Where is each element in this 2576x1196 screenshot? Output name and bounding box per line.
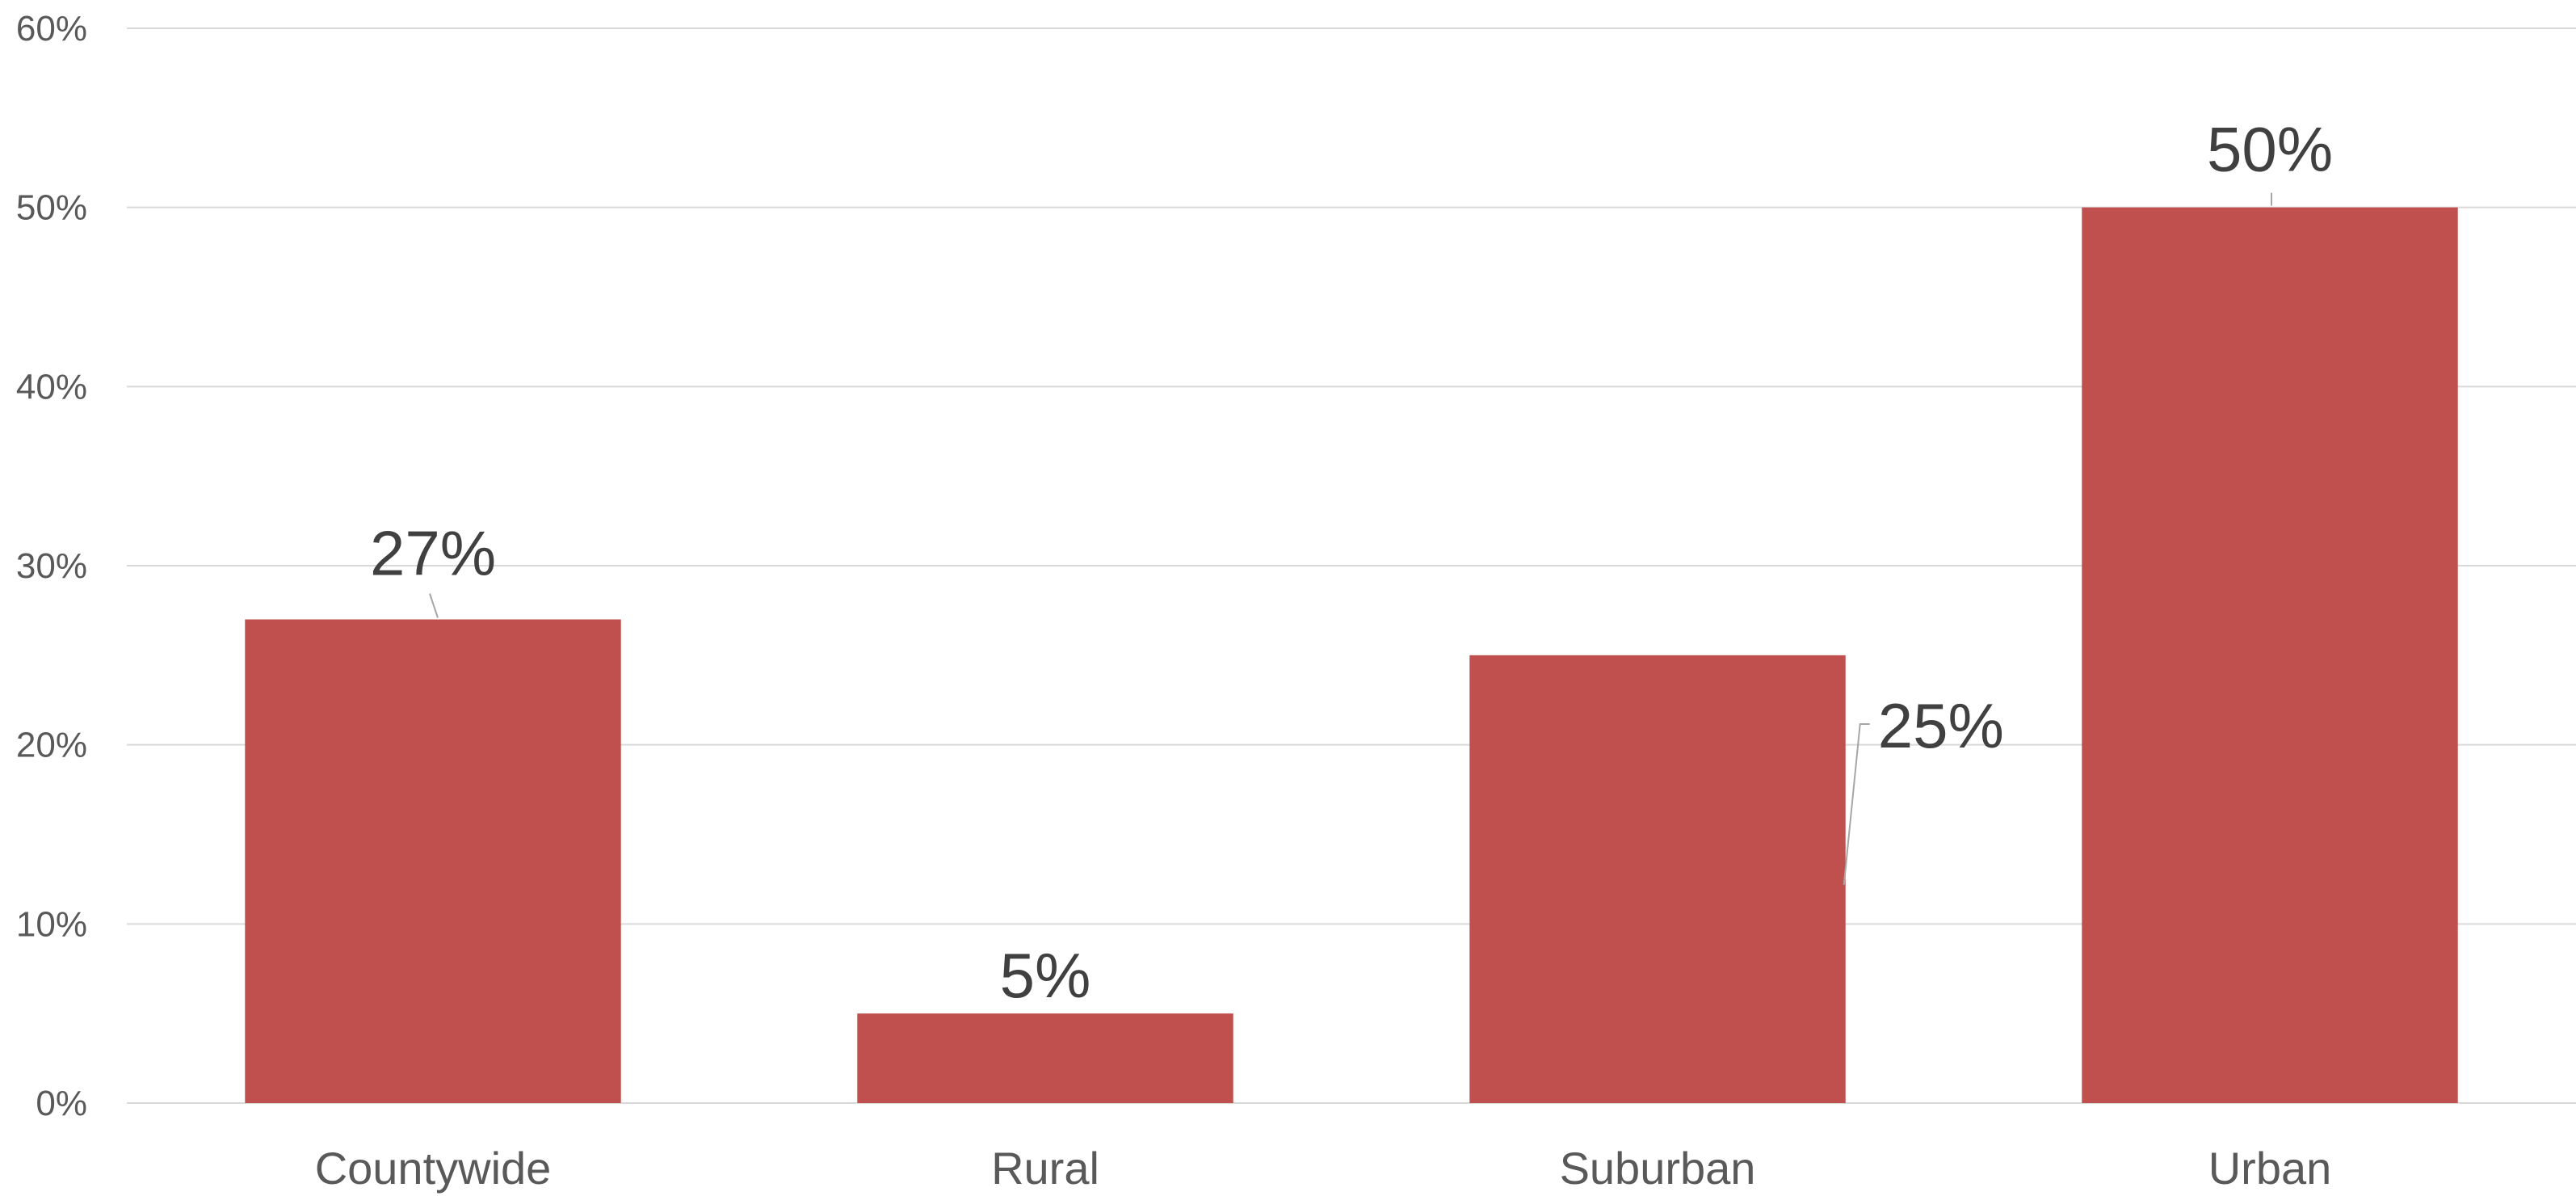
data-label-rural: 5% [1000, 940, 1091, 1011]
bar-suburban [1469, 655, 1846, 1103]
bar-countywide [245, 619, 621, 1103]
leader-line [1843, 723, 1870, 886]
data-label-urban: 50% [2207, 114, 2333, 185]
y-axis-tick-labels: 0% 10% 20% 30% 40% 50% 60% [16, 9, 87, 1123]
y-tick-label: 50% [16, 188, 87, 228]
x-tick-label: Urban [2208, 1143, 2332, 1194]
data-label-countywide: 27% [370, 518, 496, 589]
y-tick-label: 10% [16, 904, 87, 944]
leader-lines [429, 192, 2272, 886]
y-tick-label: 30% [16, 546, 87, 586]
y-tick-label: 60% [16, 9, 87, 48]
bar-urban [2082, 207, 2458, 1104]
data-label-suburban: 25% [1878, 690, 2004, 761]
x-tick-label: Rural [991, 1143, 1099, 1194]
y-tick-label: 40% [16, 367, 87, 406]
bars [245, 207, 2458, 1104]
bar-rural [857, 1013, 1233, 1103]
leader-line [429, 593, 439, 618]
y-tick-label: 20% [16, 726, 87, 765]
y-tick-label: 0% [36, 1084, 87, 1123]
x-tick-label: Countywide [315, 1143, 552, 1194]
data-labels: 27% 5% 25% 50% [370, 114, 2333, 1011]
x-tick-label: Suburban [1560, 1143, 1756, 1194]
x-axis-tick-labels: Countywide Rural Suburban Urban [315, 1143, 2332, 1194]
